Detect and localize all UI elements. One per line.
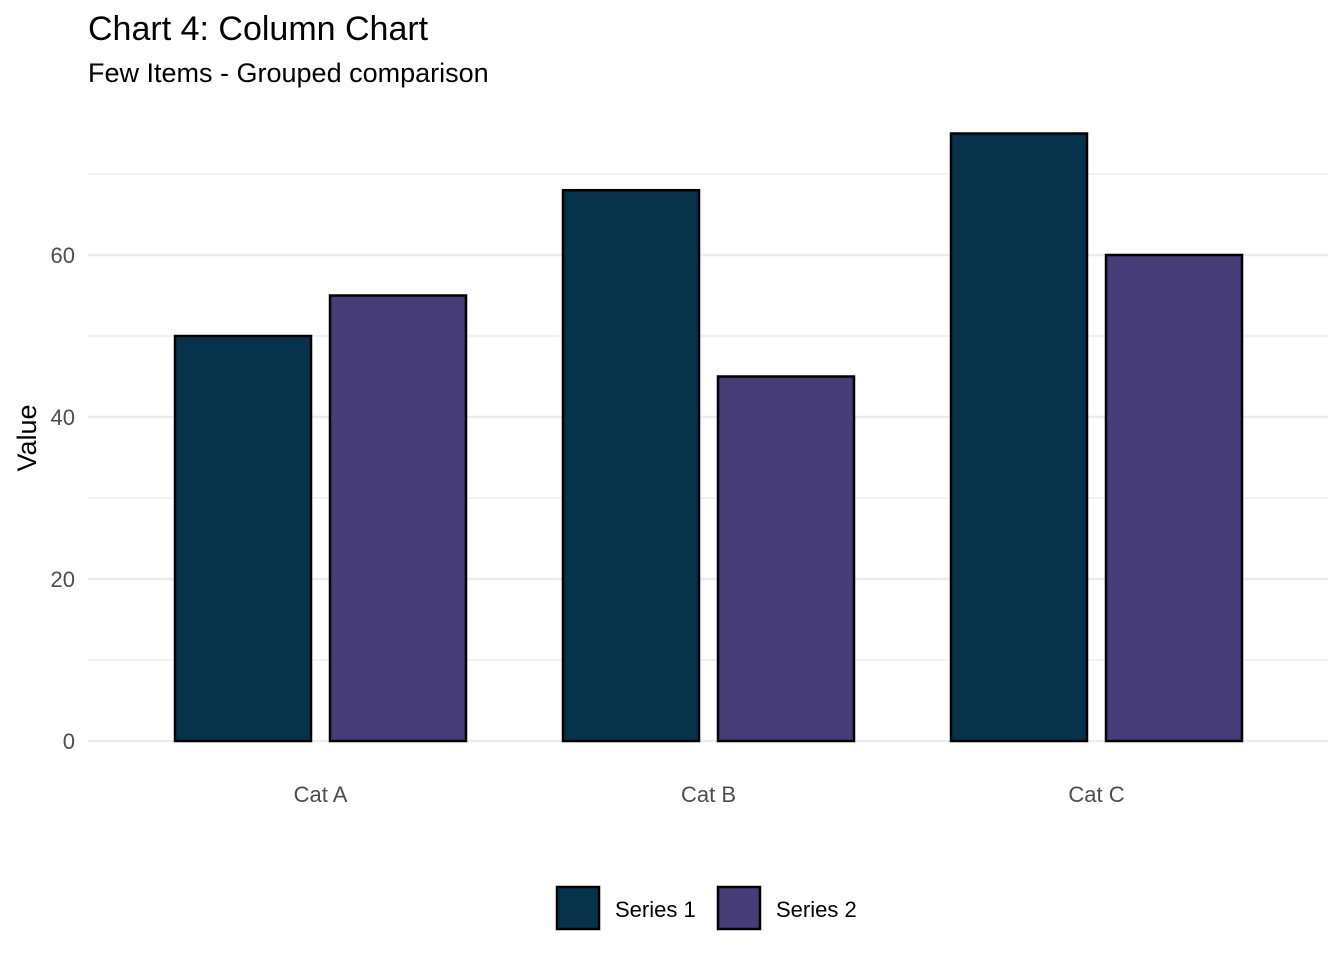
x-axis-ticks: Cat A Cat B Cat C — [294, 782, 1125, 807]
y-tick-label: 20 — [51, 567, 75, 592]
chart-title: Chart 4: Column Chart — [88, 10, 429, 48]
bars — [173, 132, 1244, 743]
y-axis-ticks: 0 20 40 60 — [51, 243, 75, 754]
bar-1-2 — [561, 188, 701, 743]
chart-subtitle: Few Items - Grouped comparison — [88, 58, 489, 88]
legend: Series 1 Series 2 — [555, 885, 857, 931]
bar-1-1 — [173, 334, 313, 743]
x-tick-label: Cat B — [681, 782, 736, 807]
y-tick-label: 0 — [63, 729, 75, 754]
bar-2-2 — [716, 375, 856, 743]
bar-2-1 — [328, 294, 468, 743]
bar-1-3 — [949, 132, 1089, 743]
y-tick-label: 40 — [51, 405, 75, 430]
y-axis-title: Value — [12, 404, 42, 471]
legend-label-1: Series 1 — [615, 897, 696, 922]
legend-key-1 — [555, 885, 601, 931]
x-tick-label: Cat C — [1068, 782, 1124, 807]
x-tick-label: Cat A — [294, 782, 348, 807]
y-tick-label: 60 — [51, 243, 75, 268]
bar-2-3 — [1104, 253, 1244, 743]
legend-key-2 — [716, 885, 762, 931]
legend-label-2: Series 2 — [776, 897, 857, 922]
